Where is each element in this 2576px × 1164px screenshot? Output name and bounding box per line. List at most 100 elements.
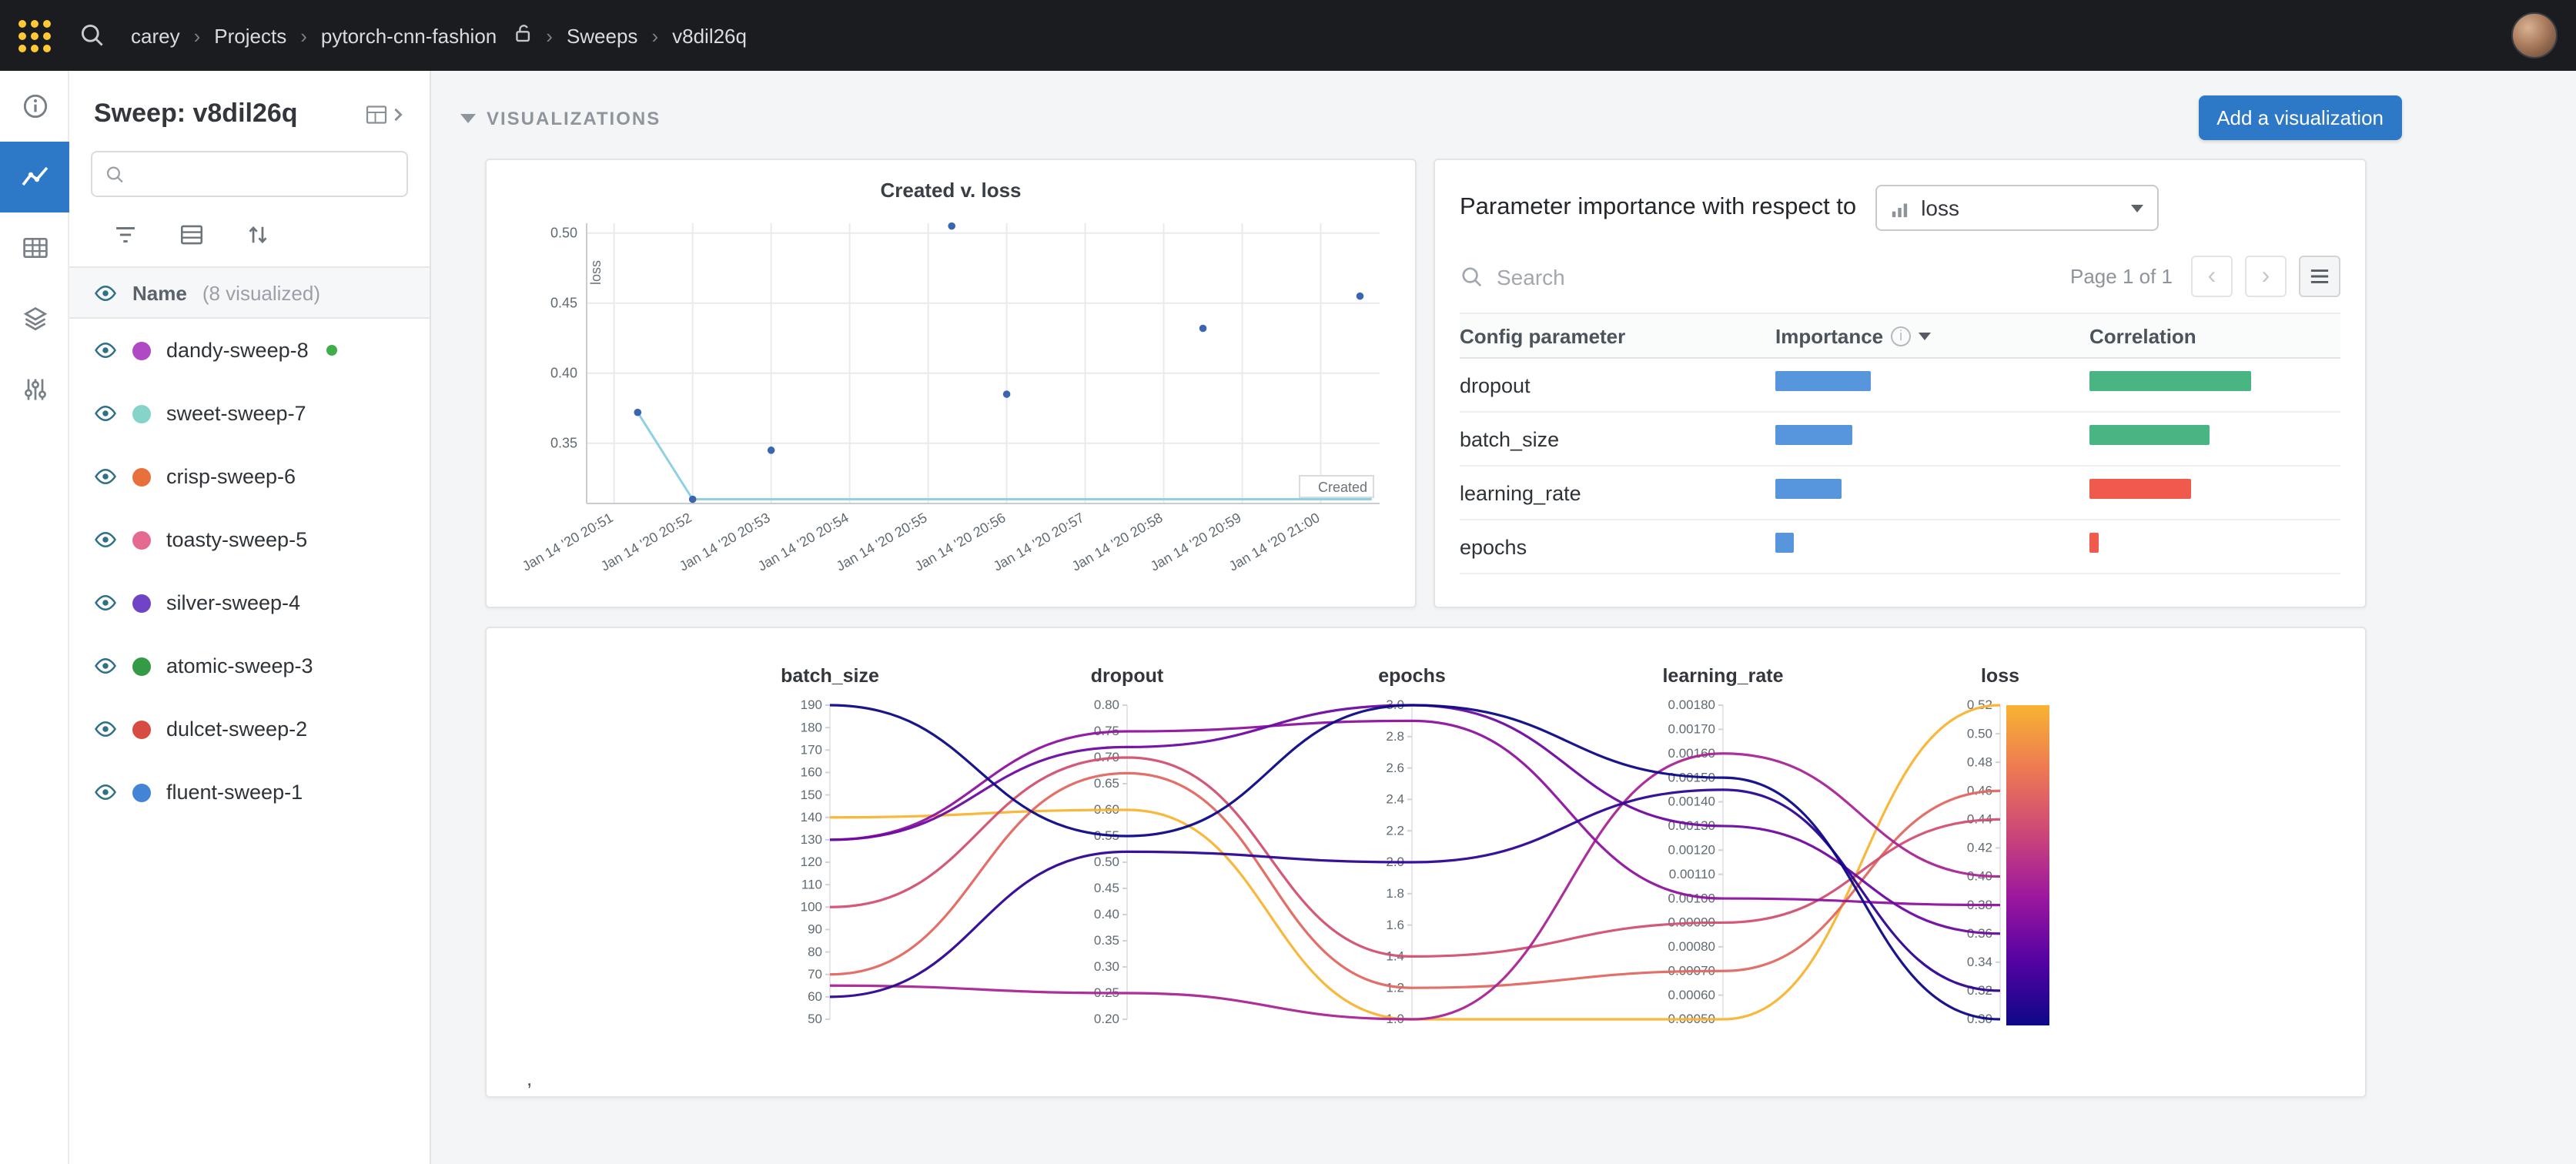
run-color-dot — [132, 467, 151, 486]
info-icon[interactable]: i — [1891, 326, 1912, 346]
column-config-parameter[interactable]: Config parameter — [1460, 324, 1626, 347]
bar-chart-icon — [1892, 202, 1907, 217]
run-name[interactable]: toasty-sweep-5 — [166, 528, 308, 551]
visibility-eye-icon[interactable] — [94, 402, 117, 425]
run-name[interactable]: silver-sweep-4 — [166, 591, 301, 614]
selected-metric: loss — [1921, 196, 1959, 220]
svg-text:0.45: 0.45 — [550, 296, 577, 311]
metric-select-dropdown[interactable]: loss — [1875, 185, 2159, 231]
sweep-controls-sliders-icon[interactable] — [0, 354, 69, 425]
visibility-all-eye-icon[interactable] — [94, 281, 117, 304]
run-search-box[interactable] — [91, 151, 408, 197]
run-color-dot — [132, 594, 151, 612]
visibility-eye-icon[interactable] — [94, 717, 117, 741]
table-tab-icon[interactable] — [0, 212, 69, 283]
sort-icon[interactable] — [245, 222, 271, 248]
visibility-eye-icon[interactable] — [94, 528, 117, 551]
run-row[interactable]: silver-sweep-4 — [69, 571, 430, 634]
table-row: dropout — [1460, 359, 2340, 413]
panel-layout-icon[interactable] — [365, 102, 405, 125]
svg-text:110: 110 — [801, 877, 822, 891]
visualizations-section-toggle[interactable]: VISUALIZATIONS — [460, 107, 661, 129]
left-icon-rail — [0, 71, 69, 1164]
chevron-down-icon — [2130, 204, 2143, 212]
run-row[interactable]: crisp-sweep-6 — [69, 445, 430, 508]
svg-text:130: 130 — [801, 832, 822, 847]
run-name[interactable]: atomic-sweep-3 — [166, 654, 313, 677]
svg-text:0.70: 0.70 — [1094, 750, 1119, 764]
parallel-coordinates-chart[interactable]: batch_size 190 180 170 160 150 140 130 120 110 100… — [511, 641, 2343, 1072]
svg-text:140: 140 — [801, 810, 822, 824]
created-vs-loss-panel[interactable]: Created v. loss Jan 14 '20 20:51 Jan 14 '… — [485, 159, 1417, 608]
run-row[interactable]: toasty-sweep-5 — [69, 508, 430, 571]
visibility-eye-icon[interactable] — [94, 339, 117, 362]
importance-bar — [1775, 479, 1842, 499]
svg-text:1.8: 1.8 — [1386, 886, 1404, 901]
group-icon[interactable] — [179, 222, 205, 248]
svg-text:60: 60 — [808, 989, 822, 1004]
visibility-eye-icon[interactable] — [94, 465, 117, 488]
column-importance[interactable]: Importance i — [1775, 324, 2089, 347]
importance-table-body: dropout batch_size learning_rate epochs — [1460, 359, 2340, 574]
breadcrumb-project[interactable]: pytorch-cnn-fashion — [320, 24, 497, 47]
breadcrumb-sweep-id[interactable]: v8dil26q — [672, 24, 747, 47]
table-menu-button[interactable] — [2299, 256, 2340, 297]
run-row[interactable]: dulcet-sweep-2 — [69, 697, 430, 761]
svg-text:0.50: 0.50 — [1094, 855, 1119, 869]
run-search-input[interactable] — [134, 162, 394, 186]
run-color-dot — [132, 720, 151, 738]
importance-search-input[interactable] — [1497, 264, 2058, 289]
prev-page-button[interactable]: ‹ — [2191, 256, 2233, 297]
run-name[interactable]: crisp-sweep-6 — [166, 465, 296, 488]
run-row[interactable]: atomic-sweep-3 — [69, 634, 430, 697]
config-parameter-value: learning_rate — [1460, 481, 1581, 504]
run-name[interactable]: fluent-sweep-1 — [166, 781, 303, 804]
column-correlation[interactable]: Correlation — [2089, 324, 2196, 347]
next-page-button[interactable]: › — [2245, 256, 2287, 297]
pagination-info: Page 1 of 1 — [2070, 265, 2173, 288]
breadcrumb-user[interactable]: carey — [131, 24, 180, 47]
svg-text:0.65: 0.65 — [1094, 776, 1119, 791]
add-visualization-button[interactable]: Add a visualization — [2198, 95, 2402, 140]
svg-text:0.30: 0.30 — [1094, 959, 1119, 974]
wandb-logo-icon[interactable] — [18, 19, 51, 52]
visibility-eye-icon[interactable] — [94, 591, 117, 614]
search-icon[interactable] — [79, 22, 106, 49]
run-color-dot — [132, 341, 151, 360]
svg-text:90: 90 — [808, 922, 822, 937]
parallel-coordinates-panel[interactable]: batch_size 190 180 170 160 150 140 130 120 110 100… — [485, 627, 2367, 1098]
svg-text:loss: loss — [1981, 665, 2019, 687]
svg-text:0.00170: 0.00170 — [1668, 722, 1715, 737]
parameter-importance-panel[interactable]: Parameter importance with respect to los… — [1434, 159, 2367, 608]
run-name[interactable]: dandy-sweep-8 — [166, 339, 309, 362]
column-name-label[interactable]: Name — [132, 281, 187, 304]
run-row[interactable]: dandy-sweep-8 — [69, 319, 430, 382]
user-avatar[interactable] — [2511, 12, 2558, 59]
svg-text:80: 80 — [808, 945, 822, 959]
search-icon — [1462, 266, 1482, 286]
charts-tab-icon[interactable] — [0, 142, 69, 212]
svg-text:160: 160 — [801, 765, 822, 780]
run-row[interactable]: fluent-sweep-1 — [69, 761, 430, 824]
layers-icon[interactable] — [0, 283, 69, 354]
run-color-dot — [132, 530, 151, 549]
svg-text:0.35: 0.35 — [550, 436, 577, 451]
visibility-eye-icon[interactable] — [94, 654, 117, 677]
correlation-bar — [2089, 479, 2191, 499]
overview-info-icon[interactable] — [0, 71, 69, 142]
table-row: epochs — [1460, 520, 2340, 574]
breadcrumb-sweeps[interactable]: Sweeps — [566, 24, 638, 47]
sweep-title: Sweep: v8dil26q — [94, 99, 298, 128]
visibility-eye-icon[interactable] — [94, 781, 117, 804]
svg-text:0.48: 0.48 — [1967, 754, 1992, 769]
run-name[interactable]: dulcet-sweep-2 — [166, 717, 308, 741]
run-color-dot — [132, 783, 151, 801]
breadcrumb-projects[interactable]: Projects — [214, 24, 287, 47]
run-row[interactable]: sweet-sweep-7 — [69, 382, 430, 445]
filter-icon[interactable] — [112, 222, 139, 248]
run-list-header: Name (8 visualized) — [69, 266, 430, 319]
svg-text:2.4: 2.4 — [1386, 792, 1404, 807]
run-name[interactable]: sweet-sweep-7 — [166, 402, 306, 425]
